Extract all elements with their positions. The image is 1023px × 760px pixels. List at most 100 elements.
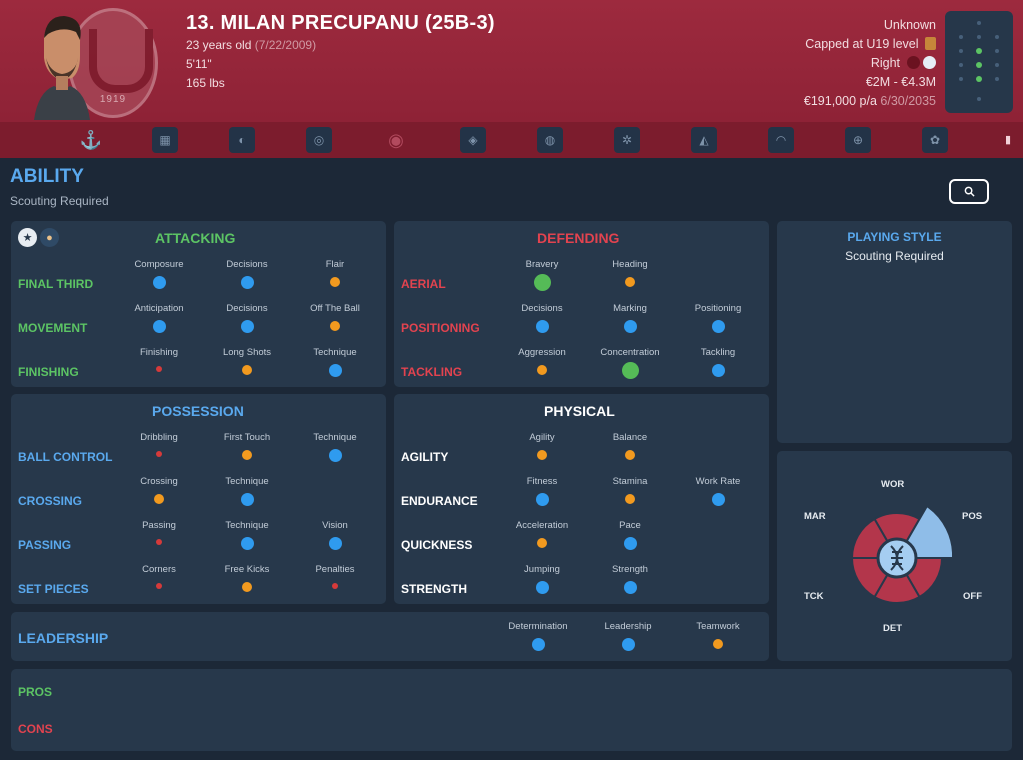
attribute-marking[interactable]: Marking: [582, 303, 678, 333]
attribute-technique[interactable]: Technique: [199, 476, 295, 506]
attribute-composure[interactable]: Composure: [111, 259, 207, 289]
attribute-bravery[interactable]: Bravery: [494, 259, 590, 291]
attribute-name: Decisions: [521, 303, 563, 314]
trend-icon[interactable]: ◠: [768, 127, 794, 153]
attribute-name: Positioning: [694, 303, 742, 314]
attribute-rating-dot: [242, 365, 252, 375]
attribute-name: Composure: [134, 259, 184, 270]
gear-icon[interactable]: ✲: [614, 127, 640, 153]
player-avatar-icon[interactable]: ●: [40, 228, 59, 247]
attribute-off-the-ball[interactable]: Off The Ball: [287, 303, 383, 331]
pros-label: PROS: [18, 685, 53, 699]
attribute-technique[interactable]: Technique: [287, 432, 383, 462]
anchor-icon[interactable]: ⚓: [79, 129, 103, 150]
attribute-name: Acceleration: [515, 520, 569, 531]
attribute-name: Agility: [529, 432, 555, 443]
attribute-rating-dot: [537, 450, 547, 460]
attribute-determination[interactable]: Determination: [490, 621, 586, 651]
attribute-free-kicks[interactable]: Free Kicks: [199, 564, 295, 592]
attribute-technique[interactable]: Technique: [287, 347, 383, 377]
attribute-decisions[interactable]: Decisions: [199, 303, 295, 333]
attribute-flair[interactable]: Flair: [287, 259, 383, 287]
chart-icon[interactable]: ◈: [460, 127, 486, 153]
attribute-finishing[interactable]: Finishing: [111, 347, 207, 372]
player-header: 1919 13. MILAN PRECUPANU (25B-3) 23 year…: [0, 0, 1023, 122]
attacking-row-label: FINAL THIRD: [18, 277, 94, 291]
attribute-positioning[interactable]: Positioning: [670, 303, 766, 333]
attribute-name: Technique: [225, 476, 269, 487]
attribute-pace[interactable]: Pace: [582, 520, 678, 550]
player-weight: 165 lbs: [186, 76, 225, 90]
attribute-corners[interactable]: Corners: [111, 564, 207, 589]
trash-icon[interactable]: ▮: [1004, 134, 1011, 146]
attribute-rating-dot: [154, 494, 164, 504]
attribute-rating-dot: [711, 364, 725, 377]
attribute-aggression[interactable]: Aggression: [494, 347, 590, 375]
attribute-agility[interactable]: Agility: [494, 432, 590, 460]
attribute-long-shots[interactable]: Long Shots: [199, 347, 295, 375]
globe-icon[interactable]: ✿: [922, 127, 948, 153]
search-button[interactable]: [949, 179, 989, 204]
attribute-name: Concentration: [600, 347, 660, 358]
attribute-concentration[interactable]: Concentration: [582, 347, 678, 379]
attribute-rating-dot: [531, 638, 545, 651]
attribute-jumping[interactable]: Jumping: [494, 564, 590, 594]
attribute-work-rate[interactable]: Work Rate: [670, 476, 766, 506]
star-badge-icon[interactable]: ★: [18, 228, 37, 247]
attribute-crossing[interactable]: Crossing: [111, 476, 207, 504]
physical-row-label: QUICKNESS: [401, 538, 473, 552]
attribute-penalties[interactable]: Penalties: [287, 564, 383, 589]
attribute-rating-dot: [713, 639, 723, 649]
attribute-rating-dot: [328, 449, 342, 462]
attribute-vision[interactable]: Vision: [287, 520, 383, 550]
attribute-rating-dot: [240, 320, 254, 333]
position-pitch[interactable]: [945, 11, 1013, 113]
attribute-name: Stamina: [612, 476, 648, 487]
attribute-rating-dot: [535, 581, 549, 594]
physical-title: PHYSICAL: [544, 403, 615, 419]
ability-title: ABILITY: [10, 166, 84, 187]
ball-icon[interactable]: ◎: [306, 127, 332, 153]
attribute-rating-dot: [328, 537, 342, 550]
shirt-icon[interactable]: ◐: [229, 127, 255, 153]
defending-row-label: POSITIONING: [401, 321, 480, 335]
attribute-tackling[interactable]: Tackling: [670, 347, 766, 377]
attribute-acceleration[interactable]: Acceleration: [494, 520, 590, 548]
attribute-technique[interactable]: Technique: [199, 520, 295, 550]
attribute-dribbling[interactable]: Dribbling: [111, 432, 207, 457]
attribute-fitness[interactable]: Fitness: [494, 476, 590, 506]
attribute-rating-dot: [625, 277, 635, 287]
target-icon[interactable]: ⊕: [845, 127, 871, 153]
attribute-rating-dot: [240, 493, 254, 506]
attribute-teamwork[interactable]: Teamwork: [670, 621, 766, 649]
attribute-heading[interactable]: Heading: [582, 259, 678, 287]
boot-icon[interactable]: ◭: [691, 127, 717, 153]
boot-icon: [923, 56, 936, 69]
attribute-name: Teamwork: [696, 621, 740, 632]
attribute-stamina[interactable]: Stamina: [582, 476, 678, 504]
attribute-balance[interactable]: Balance: [582, 432, 678, 460]
crest-icon[interactable]: ◉: [388, 129, 404, 150]
attribute-name: Flair: [325, 259, 345, 270]
attribute-decisions[interactable]: Decisions: [199, 259, 295, 289]
attribute-rating-dot: [240, 276, 254, 289]
player-height: 5'11": [186, 57, 212, 71]
attribute-leadership[interactable]: Leadership: [580, 621, 676, 651]
attribute-name: Work Rate: [695, 476, 741, 487]
player-value: €2M - €4.3M: [865, 75, 936, 89]
squad-icon[interactable]: ▦: [152, 127, 178, 153]
attribute-name: Technique: [313, 347, 357, 358]
attribute-first-touch[interactable]: First Touch: [199, 432, 295, 460]
helmet-icon[interactable]: ◍: [537, 127, 563, 153]
player-wage: €191,000 p/a 6/30/2035: [803, 94, 936, 108]
attribute-rating-dot: [535, 320, 549, 333]
attribute-passing[interactable]: Passing: [111, 520, 207, 545]
search-icon: [964, 186, 975, 197]
attribute-name: Strength: [612, 564, 648, 575]
attribute-decisions[interactable]: Decisions: [494, 303, 590, 333]
attribute-strength[interactable]: Strength: [582, 564, 678, 594]
contract-end: 6/30/2035: [880, 94, 936, 108]
attribute-anticipation[interactable]: Anticipation: [111, 303, 207, 333]
attribute-name: First Touch: [223, 432, 271, 443]
attribute-radar[interactable]: [842, 503, 952, 613]
